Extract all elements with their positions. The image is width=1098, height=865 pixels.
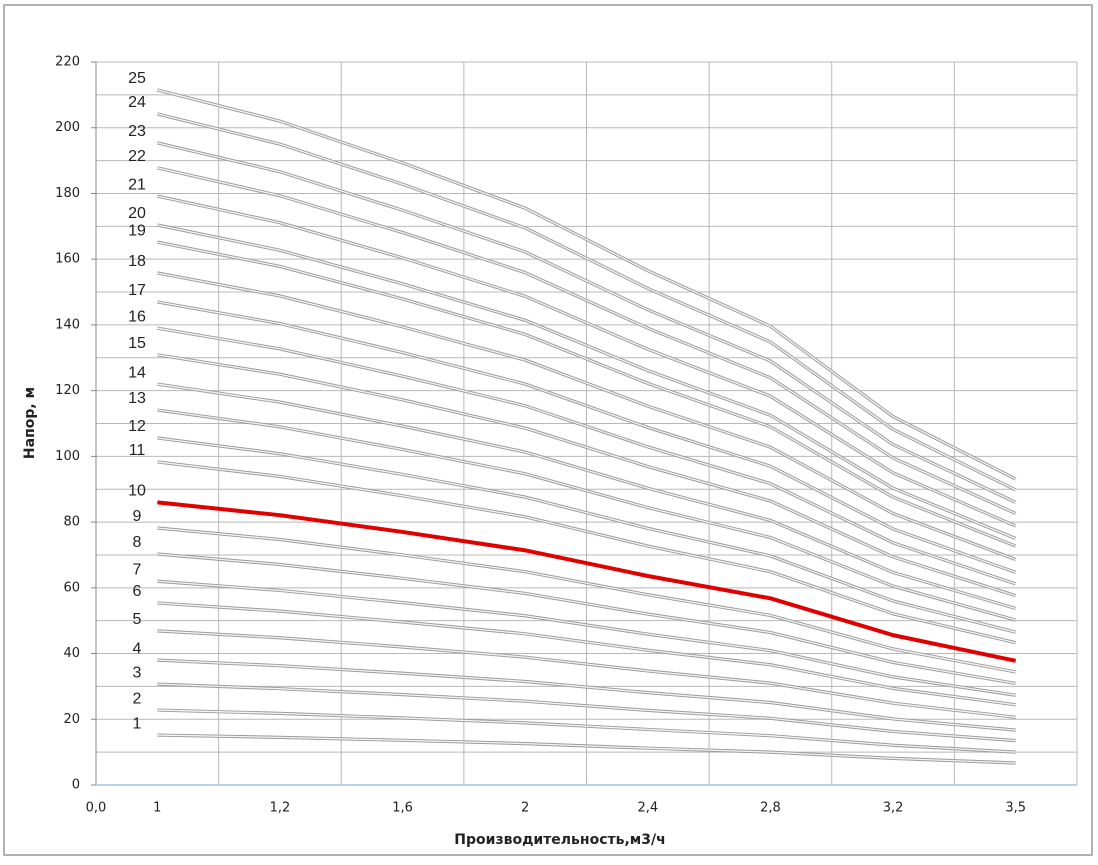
y-tick-label: 120: [55, 383, 80, 398]
x-tick-label: 1,6: [392, 801, 413, 816]
series-label: 24: [128, 94, 146, 111]
series-line: [157, 580, 1016, 696]
y-tick-label: 220: [55, 55, 80, 70]
series-line: [157, 224, 1016, 540]
series-line: [157, 659, 1016, 731]
x-tick-label: 3,2: [883, 801, 904, 816]
series-label: 11: [129, 442, 146, 459]
x-tick-label: 2,4: [637, 801, 658, 816]
series-line: [157, 142, 1016, 503]
series-label: 14: [128, 364, 146, 381]
y-tick-label: 140: [55, 317, 80, 332]
x-tick-label: 3,5: [1005, 801, 1026, 816]
chart-border: [3, 4, 1093, 856]
series-line: [157, 383, 1016, 610]
y-tick-label: 40: [63, 646, 80, 661]
series-label: 23: [128, 123, 146, 140]
series-label: 7: [133, 561, 142, 578]
x-axis-title: Производительность,м3/ч: [454, 832, 665, 848]
series-line: [157, 553, 1016, 685]
series-label: 6: [133, 583, 142, 600]
series-label: 21: [128, 176, 146, 193]
series-label: 12: [128, 418, 146, 435]
series-label: 4: [133, 640, 142, 657]
series-line: [157, 409, 1016, 621]
series-label: 1: [133, 715, 142, 732]
x-tick-label: 1: [153, 801, 161, 816]
series-label: 20: [128, 205, 146, 222]
series-line: [157, 354, 1016, 597]
series-label: 9: [133, 508, 142, 525]
x-origin-label: 0,0: [86, 801, 107, 816]
series-line: [157, 527, 1016, 673]
series-line: [157, 195, 1016, 527]
series-line: [157, 113, 1016, 491]
y-axis-title: Напор, м: [22, 387, 38, 459]
y-tick-label: 20: [63, 712, 80, 727]
series-label: 13: [128, 390, 146, 407]
series-label: 3: [133, 664, 142, 681]
x-tick-label: 1,2: [270, 801, 291, 816]
series-line: [157, 167, 1016, 515]
series-line: [157, 241, 1016, 547]
series-label: 17: [128, 282, 146, 299]
series-label: 16: [128, 308, 146, 325]
series-line: [157, 301, 1016, 573]
series-line: [157, 709, 1016, 753]
series-line: [157, 89, 1016, 480]
series-line: [157, 461, 1016, 644]
series-label: 18: [128, 253, 146, 270]
series-label: 5: [133, 611, 142, 628]
y-tick-label: 200: [55, 120, 80, 135]
series-line: [157, 630, 1016, 718]
series-line: [157, 500, 1017, 663]
y-tick-label: 60: [63, 580, 80, 595]
series-line: [157, 437, 1016, 633]
series-label: 8: [133, 534, 142, 551]
y-tick-label: 180: [55, 186, 80, 201]
series-label: 15: [128, 335, 146, 352]
y-tick-label: 0: [72, 778, 80, 793]
y-tick-label: 100: [55, 449, 80, 464]
series-label: 22: [128, 148, 146, 165]
series-line: [157, 272, 1016, 561]
y-tick-label: 160: [55, 252, 80, 267]
series-line: [157, 602, 1016, 706]
y-tick-label: 80: [63, 515, 80, 530]
series-line: [157, 683, 1016, 742]
series-line: [157, 327, 1016, 585]
series-line: [157, 734, 1016, 764]
series-label: 19: [128, 222, 146, 239]
series-label: 25: [128, 70, 146, 87]
series-label: 2: [133, 690, 142, 707]
series-label: 10: [128, 483, 146, 500]
x-tick-label: 2,8: [760, 801, 781, 816]
x-tick-label: 2: [521, 801, 529, 816]
